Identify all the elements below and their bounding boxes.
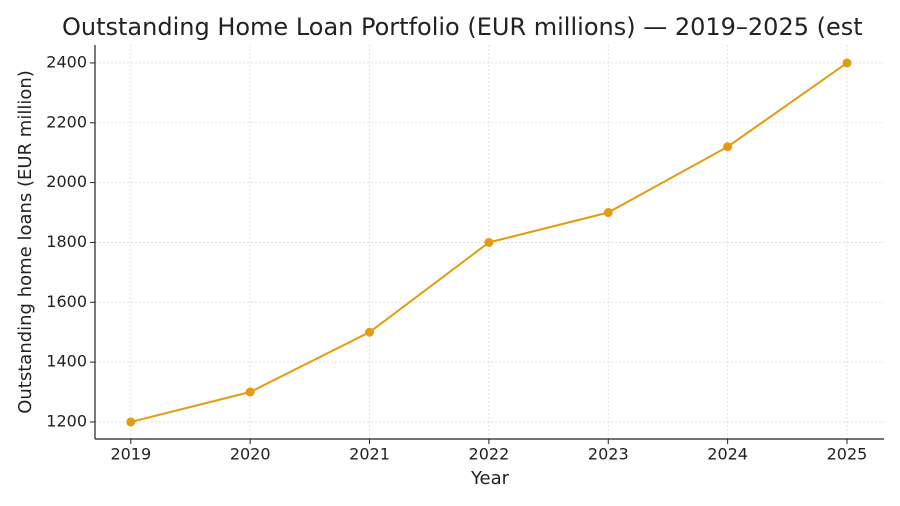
y-tick-label: 1600: [46, 292, 87, 311]
y-tick-label: 2000: [46, 172, 87, 191]
x-tick-label: 2024: [707, 445, 748, 464]
data-point: [842, 58, 852, 68]
y-tick-label: 1800: [46, 232, 87, 251]
data-point: [245, 387, 255, 397]
y-tick-label: 1200: [46, 411, 87, 430]
y-axis-label: Outstanding home loans (EUR million): [15, 70, 36, 414]
x-tick-label: 2023: [588, 445, 629, 464]
x-tick-label: 2020: [230, 445, 271, 464]
x-tick-label: 2022: [469, 445, 510, 464]
data-point: [365, 327, 375, 337]
chart-title: Outstanding Home Loan Portfolio (EUR mil…: [62, 13, 863, 41]
data-point: [484, 237, 494, 247]
x-axis-label: Year: [470, 468, 510, 489]
y-tick-label: 2200: [46, 112, 87, 131]
x-tick-label: 2025: [827, 445, 868, 464]
y-tick-label: 1400: [46, 352, 87, 371]
data-point: [723, 142, 733, 152]
data-point: [126, 417, 136, 427]
x-tick-label: 2019: [110, 445, 151, 464]
data-point: [603, 208, 613, 218]
x-tick-label: 2021: [349, 445, 390, 464]
y-tick-label: 2400: [46, 52, 87, 71]
